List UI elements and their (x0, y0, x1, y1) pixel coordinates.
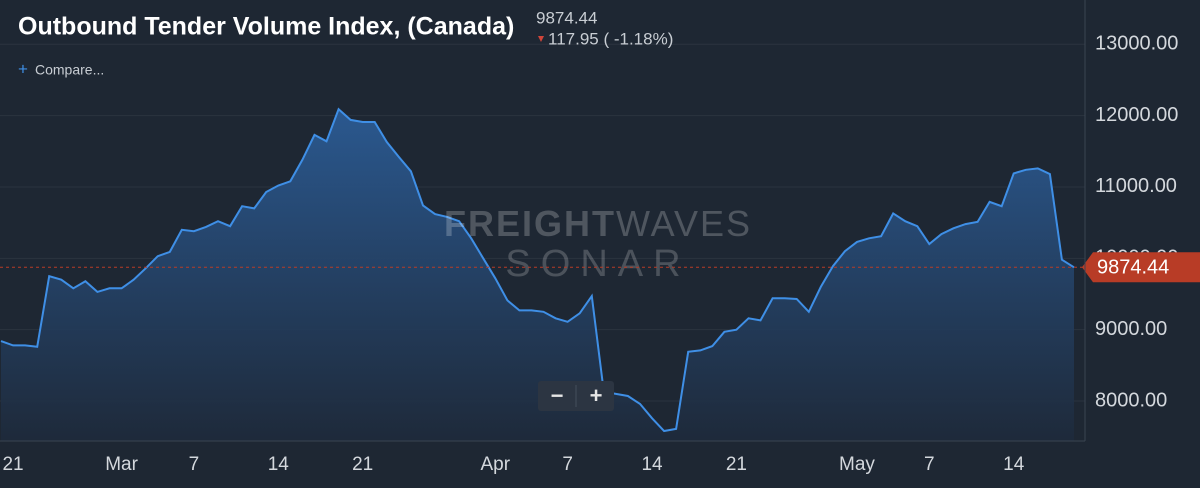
compare-icon[interactable]: + (18, 59, 28, 78)
watermark-brand: FREIGHTWAVES (444, 203, 752, 244)
down-arrow-icon (538, 36, 544, 42)
x-tick-label: 21 (2, 454, 23, 475)
zoom-in-button[interactable]: + (590, 383, 603, 408)
compare-label[interactable]: Compare... (35, 62, 104, 78)
area (1, 109, 1074, 441)
x-tick-label: 14 (641, 454, 663, 475)
x-tick-label: Apr (481, 454, 511, 475)
y-tick-label: 8000.00 (1095, 389, 1167, 411)
chart-title: Outbound Tender Volume Index, (Canada) (18, 13, 514, 41)
watermark-bold: FREIGHT (444, 203, 616, 244)
x-tick-label: May (839, 454, 875, 475)
y-tick-label: 13000.00 (1095, 33, 1178, 55)
x-tick-label: 7 (189, 454, 200, 475)
x-tick-label: 14 (1003, 454, 1025, 475)
x-tick-label: 21 (352, 454, 373, 475)
zoom-controls: − + (538, 381, 614, 411)
y-tick-label: 9000.00 (1095, 318, 1167, 340)
zoom-out-button[interactable]: − (551, 383, 564, 408)
watermark-light: WAVES (616, 203, 752, 244)
current-value-tag-label: 9874.44 (1097, 257, 1169, 279)
x-tick-label: Mar (105, 454, 138, 475)
x-tick-label: 14 (268, 454, 290, 475)
change-label: 117.95 ( -1.18%) (548, 29, 673, 48)
current-value-tag (1082, 252, 1200, 283)
plot-area (0, 43, 1085, 441)
x-tick-label: 7 (924, 454, 935, 475)
x-tick-label: 21 (726, 454, 747, 475)
line (0, 107, 1075, 433)
y-tick-label: 11000.00 (1095, 175, 1177, 197)
watermark-product: SONAR (505, 243, 690, 285)
x-tick-label: 7 (562, 454, 573, 475)
y-tick-label: 12000.00 (1095, 104, 1178, 126)
current-value: 9874.44 (536, 8, 597, 27)
